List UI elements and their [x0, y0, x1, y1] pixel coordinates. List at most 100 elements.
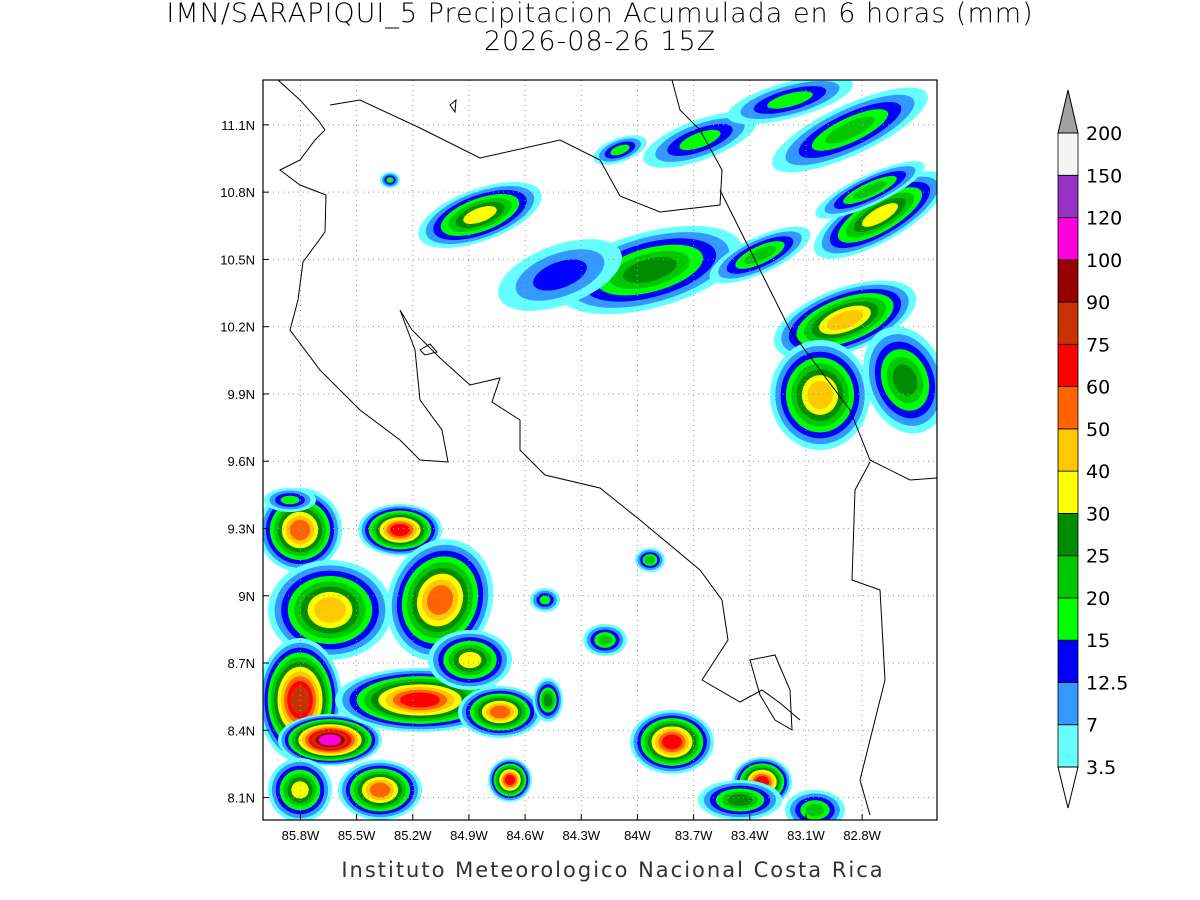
x-tick-label: 83.7W [675, 828, 713, 843]
rain-contour [463, 206, 497, 224]
colorbar-box [1057, 428, 1079, 472]
x-tick-label: 84.9W [450, 828, 488, 843]
colorbar-box [1057, 555, 1079, 599]
x-tick-label: 83.4W [731, 828, 769, 843]
rain-contour [458, 651, 482, 669]
osa-peninsula [749, 654, 793, 731]
y-tick-label: 9.6N [228, 454, 255, 469]
rain-contour [386, 177, 394, 183]
colorbar-box [1057, 132, 1079, 176]
colorbar-box [1057, 386, 1079, 430]
colorbar-label: 15 [1086, 630, 1110, 652]
rain-contour [862, 203, 898, 227]
rain-contour [679, 129, 721, 151]
y-tick-label: 9.3N [228, 521, 255, 536]
colorbar-label: 3.5 [1086, 757, 1116, 779]
rain-contour [807, 380, 833, 410]
x-tick-label: 85.5W [338, 828, 376, 843]
colorbar-label: 75 [1086, 334, 1110, 356]
colorbar-label: 200 [1086, 123, 1122, 145]
colorbar-label: 90 [1086, 292, 1110, 314]
rain-contour [597, 634, 613, 646]
grid: 85.8W 85.5W 85.2W 84.9W 84.6W 84.3W 84W 83.7W 83… [220, 80, 937, 843]
rain-contour [318, 734, 342, 746]
colorbar-box [1057, 343, 1079, 388]
colorbar-box [1057, 301, 1079, 345]
rain-contour [539, 595, 551, 605]
colorbar-box [1057, 259, 1079, 303]
colorbar-box [1057, 724, 1079, 768]
rain-contour [623, 257, 677, 283]
colorbar-label: 40 [1086, 461, 1110, 483]
pacific-coast [277, 80, 801, 721]
y-tick-label: 10.2N [220, 320, 255, 335]
panama-border [851, 461, 886, 816]
rain-contour [852, 180, 888, 200]
rain-contour [610, 144, 630, 156]
rain-contour [390, 523, 410, 537]
caribbean-coast [719, 189, 937, 481]
colorbar-label: 50 [1086, 419, 1110, 441]
colorbar-label: 12.5 [1086, 672, 1128, 694]
rain-contour [645, 556, 655, 564]
colorbar-label: 30 [1086, 503, 1110, 525]
x-tick-label: 85.8W [282, 828, 320, 843]
nicaragua-border [329, 80, 723, 213]
colorbar-box [1057, 174, 1079, 218]
colorbar-box [1057, 217, 1079, 261]
rain-contour [543, 693, 553, 707]
colorbar-box [1057, 682, 1079, 726]
rain-contour [825, 116, 875, 144]
rain-contour [504, 774, 516, 786]
colorbar-label: 100 [1086, 250, 1122, 272]
colorbar-over [1057, 89, 1079, 134]
y-tick-label: 11.1N [221, 118, 255, 133]
rain-contour [662, 734, 682, 750]
rain-contour [426, 585, 454, 615]
x-tick-label: 84.6W [506, 828, 544, 843]
rain-contour [489, 705, 511, 719]
colorbar-under [1057, 766, 1079, 809]
precipitation-field [263, 80, 937, 820]
colorbar-label: 25 [1086, 546, 1110, 568]
x-tick-label: 84.3W [562, 828, 600, 843]
colorbar-label: 120 [1086, 208, 1122, 230]
coastlines [277, 80, 937, 816]
colorbar-label: 150 [1086, 165, 1122, 187]
y-tick-label: 10.8N [220, 185, 255, 200]
rain-contour [400, 692, 440, 708]
footer: Instituto Meteorologico Nacional Costa R… [341, 858, 884, 882]
colorbar-label: 7 [1086, 715, 1098, 737]
y-tick-label: 9N [238, 589, 255, 604]
title: IMN/SARAPIQUI_5 Precipitacion Acumulada … [166, 0, 1033, 29]
y-tick-label: 8.7N [228, 656, 255, 671]
rain-contour [805, 803, 825, 817]
colorbar: 3.5 7 12.5 15 20 25 30 40 50 60 75 90 100 120 150 200 [1057, 89, 1128, 809]
rain-contour [743, 245, 777, 265]
colorbar-box [1057, 639, 1079, 683]
rain-contour [369, 782, 391, 798]
colorbar-label: 20 [1086, 588, 1110, 610]
islands [419, 98, 457, 356]
colorbar-label: 60 [1086, 377, 1110, 399]
y-tick-label: 8.4N [228, 723, 255, 738]
rain-contour [280, 495, 300, 505]
rain-contour [533, 259, 587, 291]
x-tick-label: 83.1W [787, 828, 825, 843]
colorbar-box [1057, 470, 1079, 514]
y-tick-label: 10.5N [220, 252, 255, 267]
x-tick-label: 84W [624, 828, 651, 843]
rain-contour [314, 597, 346, 623]
x-tick-label: 85.2W [394, 828, 432, 843]
colorbar-box [1057, 513, 1079, 557]
plot-frame [262, 79, 938, 821]
rain-contour [727, 794, 753, 806]
rain-contour [892, 364, 918, 396]
rain-contour [767, 91, 813, 109]
y-tick-label: 9.9N [228, 387, 255, 402]
colorbar-box [1057, 597, 1079, 641]
x-tick-label: 82.8W [843, 828, 881, 843]
subtitle: 2026-08-26 15Z [484, 26, 716, 57]
